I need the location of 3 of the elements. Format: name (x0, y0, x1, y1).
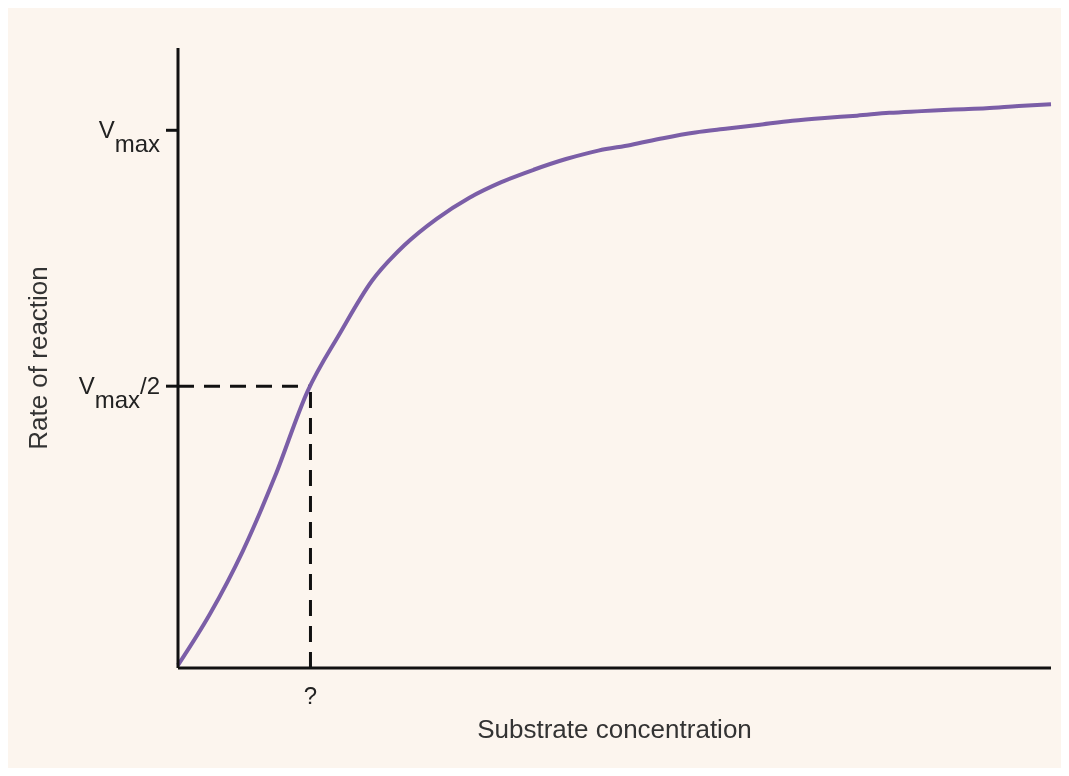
y-axis-title: Rate of reaction (23, 266, 54, 450)
text: ? (303, 682, 318, 709)
x-axis-title: Substrate concentration (477, 714, 752, 744)
